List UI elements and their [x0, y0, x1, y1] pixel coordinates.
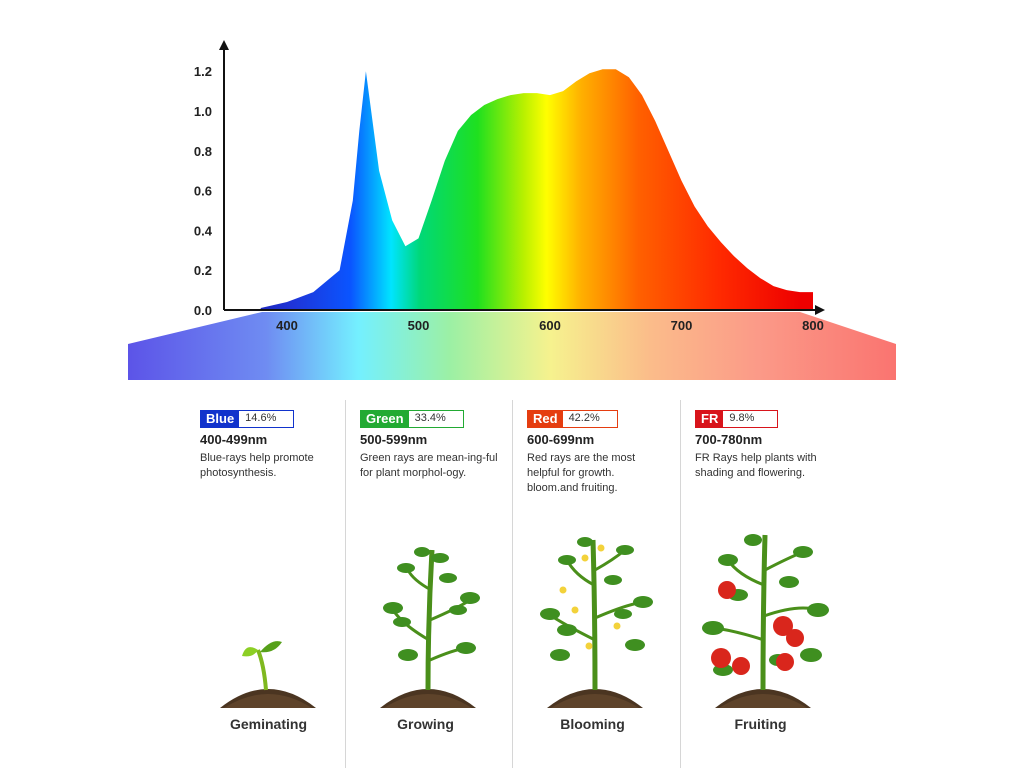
band-percent: 33.4%	[408, 411, 463, 427]
band-range: 700-780nm	[695, 432, 763, 447]
y-axis-arrow-icon	[219, 40, 229, 50]
y-tick-label: 1.0	[194, 104, 212, 119]
y-tick-label: 0.4	[194, 223, 213, 238]
y-tick-label: 1.2	[194, 64, 212, 79]
y-tick-label: 0.0	[194, 303, 212, 318]
y-tick-label: 0.2	[194, 263, 212, 278]
x-tick-label: 700	[671, 318, 693, 333]
band-badge: Green 33.4%	[360, 410, 464, 428]
blooming-plant-icon	[525, 530, 665, 725]
x-axis-arrow-icon	[815, 305, 825, 315]
band-name: FR	[696, 411, 724, 427]
x-tick-label: 500	[408, 318, 430, 333]
band-description: Red rays are the most helpful for growth…	[527, 452, 636, 494]
band-panel-fr: FR 9.8% 700-780nm FR Rays help plants with …	[680, 400, 848, 768]
spectrum-area	[260, 69, 813, 310]
band-percent: 9.8%	[723, 411, 778, 427]
band-badge: FR 9.8%	[695, 410, 779, 428]
band-badge: Blue 14.6%	[200, 410, 295, 428]
band-description: FR Rays help plants with shading and flo…	[695, 452, 817, 479]
band-name: Green	[361, 411, 409, 427]
growth-stage-label: Blooming	[560, 716, 625, 732]
spectrum-projection-band	[128, 312, 896, 380]
band-percent: 42.2%	[562, 411, 617, 427]
band-range: 600-699nm	[527, 432, 595, 447]
seedling-icon	[198, 530, 338, 725]
growth-stage-label: Fruiting	[734, 716, 787, 732]
band-description: Blue-rays help promote photosynthesis.	[200, 452, 314, 479]
band-badge: Red 42.2%	[527, 410, 618, 428]
growth-stage-label: Geminating	[229, 716, 307, 732]
growth-stage-label: Growing	[397, 716, 454, 732]
band-panel-blue: Blue 14.6% 400-499nm Blue-rays help promote…	[200, 400, 367, 768]
band-name: Blue	[201, 411, 240, 427]
band-panel-red: Red 42.2% 600-699nm Red rays are the most h…	[512, 400, 680, 768]
band-range: 500-599nm	[360, 432, 428, 447]
band-percent: 14.6%	[239, 411, 294, 427]
x-tick-label: 400	[276, 318, 298, 333]
y-tick-label: 0.6	[194, 184, 212, 199]
y-tick-label: 0.8	[194, 144, 212, 159]
spectrum-chart: 400 500 600 700 800 0.0 0.2 0.4 0.6 0.8 1.0 1.2	[128, 40, 896, 380]
chart-axes	[219, 40, 825, 315]
band-range: 400-499nm	[200, 432, 268, 447]
chart-ticks: 400 500 600 700 800 0.0 0.2 0.4 0.6 0.8 1.0 1.2	[194, 64, 824, 333]
fruiting-tomato-plant-icon	[693, 530, 833, 725]
band-panel-green: Green 33.4% 500-599nm Green rays are mean-i…	[345, 400, 513, 768]
growing-plant-icon	[358, 530, 498, 725]
x-tick-label: 600	[539, 318, 561, 333]
band-description: Green rays are mean-ing-ful for plant mo…	[360, 452, 498, 479]
band-name: Red	[528, 411, 563, 427]
x-tick-label: 800	[802, 318, 824, 333]
